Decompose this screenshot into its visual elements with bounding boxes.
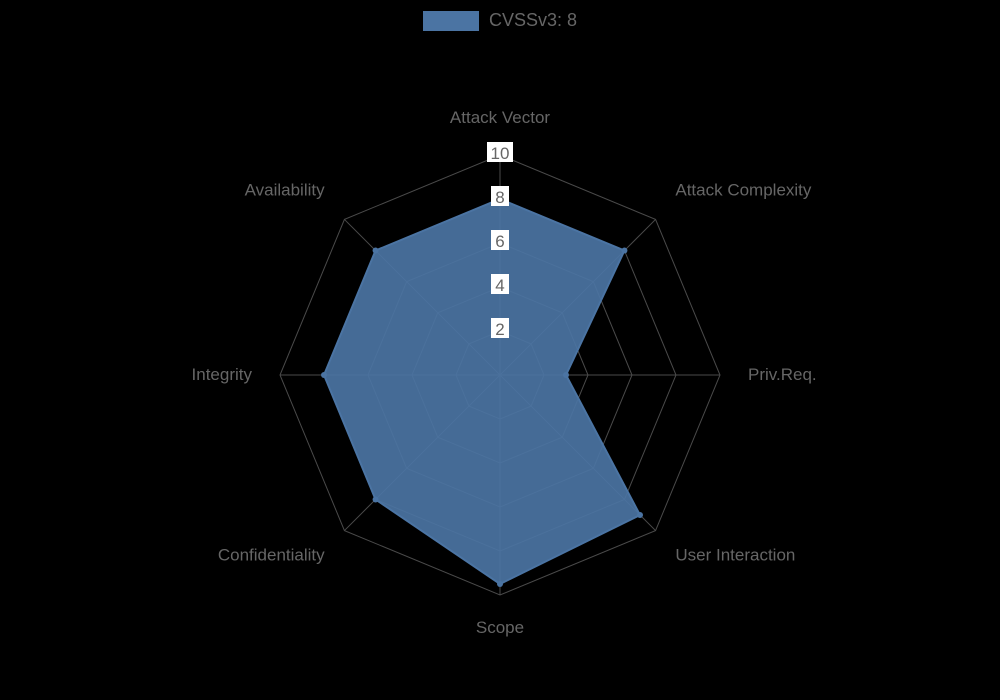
series-marker xyxy=(497,581,503,587)
tick-group: 6 xyxy=(491,230,509,251)
tick-label: 4 xyxy=(495,276,504,295)
series-marker xyxy=(563,372,569,378)
axis-label: Attack Complexity xyxy=(675,181,812,200)
axis-label: Attack Vector xyxy=(450,108,550,127)
radar-chart: { "chart": { "type": "radar", "width": 1… xyxy=(0,0,1000,700)
tick-label: 8 xyxy=(495,188,504,207)
axis-label: User Interaction xyxy=(675,545,795,564)
axis-label: Integrity xyxy=(192,365,253,384)
axis-label: Confidentiality xyxy=(218,545,325,564)
tick-label: 10 xyxy=(491,144,510,163)
series-marker xyxy=(621,248,627,254)
series-marker xyxy=(637,512,643,518)
tick-group: 10 xyxy=(487,142,513,163)
tick-group: 4 xyxy=(491,274,509,295)
axis-label: Availability xyxy=(245,181,326,200)
tick-group: 2 xyxy=(491,318,509,339)
tick-label: 6 xyxy=(495,232,504,251)
axis-label: Scope xyxy=(476,618,524,637)
tick-group: 8 xyxy=(491,186,509,207)
tick-label: 2 xyxy=(495,320,504,339)
radar-svg: Attack Vector Attack Complexity Priv.Req. U… xyxy=(0,0,1000,700)
series-marker xyxy=(373,248,379,254)
series-marker xyxy=(321,372,327,378)
axis-label: Priv.Req. xyxy=(748,365,817,384)
series-area xyxy=(324,199,640,584)
series-marker xyxy=(373,496,379,502)
